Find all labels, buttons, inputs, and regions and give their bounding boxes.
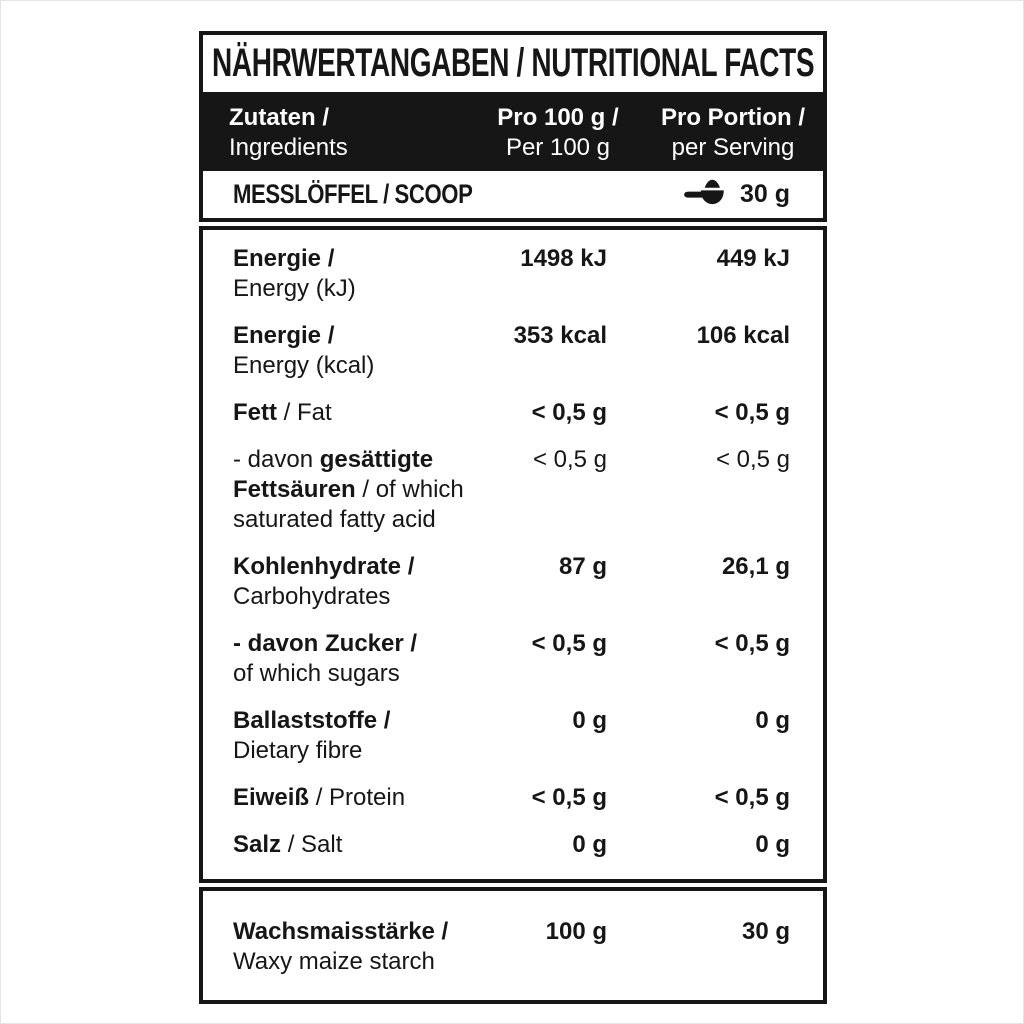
scoop-size: 30 g [682,179,790,211]
nutrition-table-body: Energie / Energy (kJ) 1498 kJ 449 kJ Energie… [199,226,827,883]
scoop-weight: 30 g [739,180,790,208]
row-label: Kohlenhydrate / Carbohydrates [233,553,415,610]
row-label: Salz / Salt [233,831,343,858]
row-sugars: - davon Zucker / of which sugars < 0,5 g < … [203,629,823,689]
value-per-100g: < 0,5 g [531,630,607,657]
value-per-serving: 0 g [755,707,790,734]
row-waxy-maize-starch: Wachsmaisstärke / Waxy maize starch 100 g 3… [203,917,823,977]
row-protein: Eiweiß / Protein < 0,5 g < 0,5 g [203,783,823,813]
row-fat: Fett / Fat < 0,5 g < 0,5 g [203,398,823,428]
nutrition-title: NÄHRWERTANGABEN / NUTRITIONAL FACTS [211,41,815,85]
scoop-row: MESSLÖFFEL / SCOOP 30 g [199,171,827,222]
scoop-label: MESSLÖFFEL / SCOOP [233,179,473,209]
row-saturated-fat: - davon gesättigte Fettsäuren / of which s… [203,445,823,535]
table-header-row: Zutaten / Ingredients Pro 100 g / Per 10… [199,96,827,171]
value-per-serving: < 0,5 g [714,399,790,426]
value-per-100g: 87 g [558,553,607,580]
nutrition-title-box: NÄHRWERTANGABEN / NUTRITIONAL FACTS [199,31,827,96]
row-energy-kj: Energie / Energy (kJ) 1498 kJ 449 kJ [203,244,823,304]
value-per-serving: < 0,5 g [715,446,790,473]
value-per-serving: 449 kJ [716,245,790,272]
row-salt: Salz / Salt 0 g 0 g [203,830,823,860]
value-per-100g: 1498 kJ [520,245,607,272]
value-per-serving: < 0,5 g [714,784,790,811]
value-per-serving: < 0,5 g [714,630,790,657]
header-per-100g: Pro 100 g / Per 100 g [497,104,619,161]
row-dietary-fibre: Ballaststoffe / Dietary fibre 0 g 0 g [203,706,823,766]
row-label: - davon gesättigte Fettsäuren / of which s… [233,446,464,533]
header-per-serving: Pro Portion / per Serving [661,104,805,161]
row-label: Eiweiß / Protein [233,784,406,811]
row-label: Wachsmaisstärke / Waxy maize starch [233,918,449,975]
value-per-100g: < 0,5 g [531,399,607,426]
value-per-100g: 0 g [572,707,607,734]
header-ingredients: Zutaten / Ingredients [229,104,348,161]
scoop-icon [684,179,724,204]
value-per-serving: 30 g [741,918,790,945]
value-per-100g: 100 g [545,918,607,945]
row-label: Energie / Energy (kJ) [233,245,356,302]
value-per-100g: 0 g [572,831,607,858]
ingredient-table-body: Wachsmaisstärke / Waxy maize starch 100 g 3… [199,887,827,1004]
value-per-serving: 0 g [755,831,790,858]
value-per-100g: 353 kcal [513,322,607,349]
row-label: Fett / Fat [233,399,332,426]
row-energy-kcal: Energie / Energy (kcal) 353 kcal 106 kcal [203,321,823,381]
row-label: - davon Zucker / of which sugars [233,630,418,687]
value-per-serving: 26,1 g [721,553,790,580]
value-per-100g: < 0,5 g [531,784,607,811]
row-carbohydrates: Kohlenhydrate / Carbohydrates 87 g 26,1 g [203,552,823,612]
value-per-serving: 106 kcal [696,322,790,349]
nutrition-label: NÄHRWERTANGABEN / NUTRITIONAL FACTS Zuta… [199,31,827,1004]
value-per-100g: < 0,5 g [532,446,607,473]
row-label: Ballaststoffe / Dietary fibre [233,707,391,764]
row-label: Energie / Energy (kcal) [233,322,375,379]
